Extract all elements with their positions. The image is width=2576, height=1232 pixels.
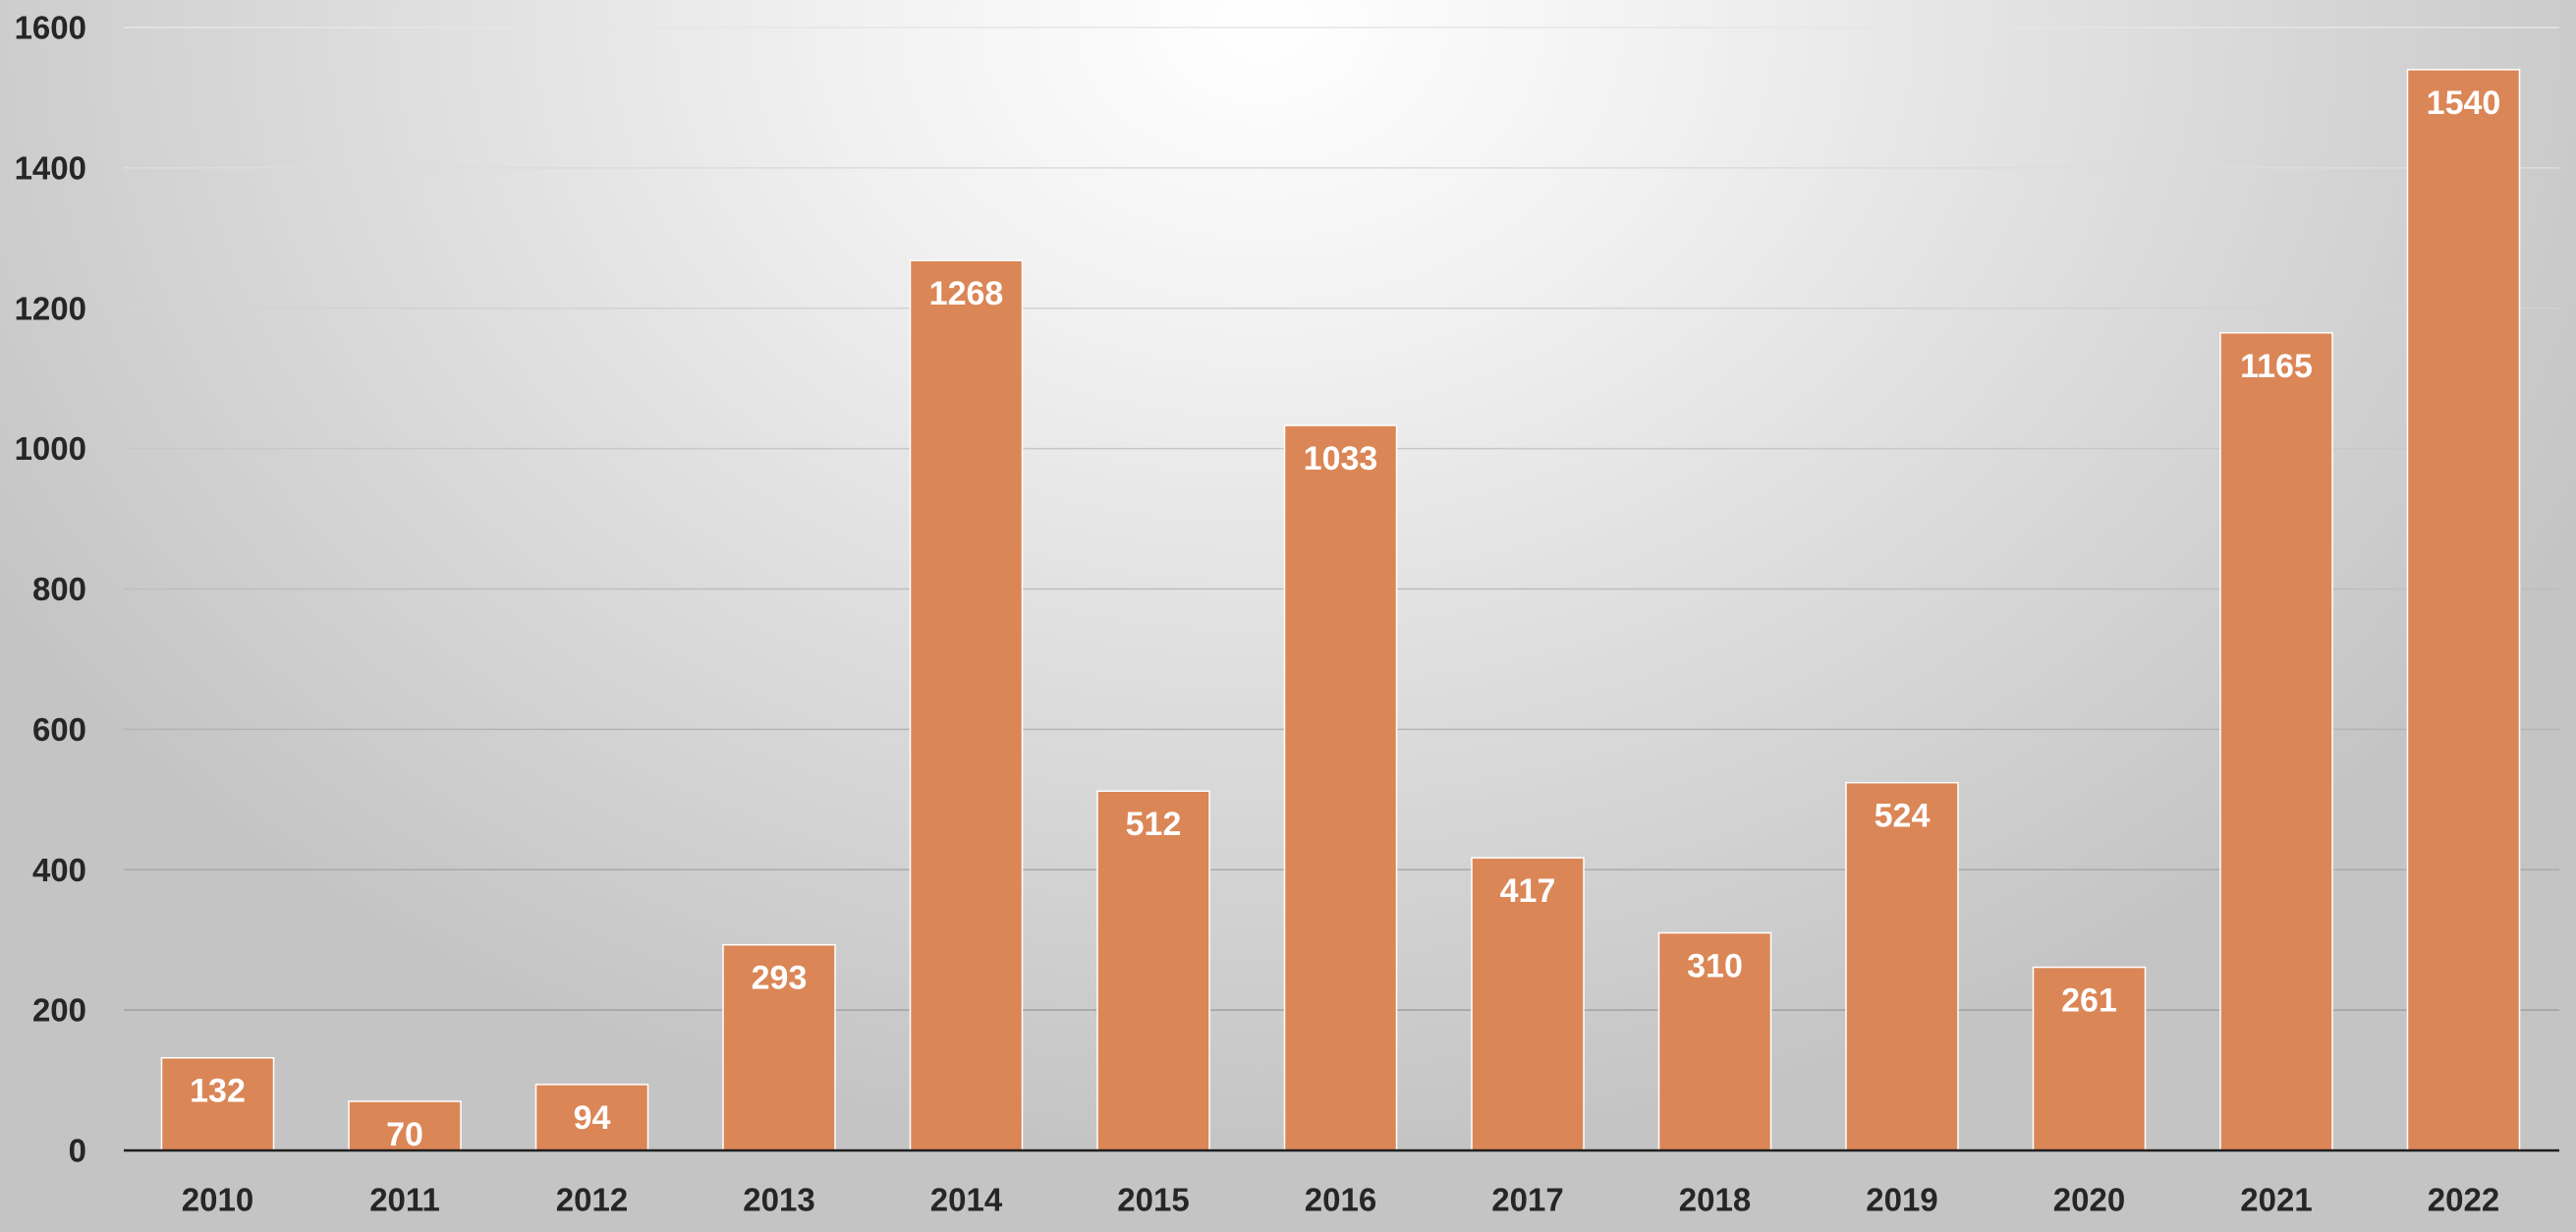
y-tick-label: 1000 bbox=[15, 430, 86, 467]
y-axis-tick-labels: 0 200 400 600 800 1000 1200 1400 1600 bbox=[15, 10, 86, 1169]
data-label: 1268 bbox=[929, 275, 1004, 312]
y-tick-label: 1400 bbox=[15, 149, 86, 186]
x-tick-label: 2022 bbox=[2428, 1182, 2499, 1218]
bar bbox=[2406, 69, 2521, 1151]
x-tick-label: 2015 bbox=[1117, 1182, 1189, 1218]
x-tick-label: 2017 bbox=[1491, 1182, 1563, 1218]
bar bbox=[160, 1056, 275, 1151]
bar bbox=[534, 1084, 649, 1151]
x-tick-label: 2010 bbox=[182, 1182, 253, 1218]
x-axis-tick-labels: 2010 2011 2012 2013 2014 2015 2016 2017 2018 2019… bbox=[182, 1182, 2499, 1218]
data-label: 524 bbox=[1875, 798, 1931, 835]
bar bbox=[722, 943, 836, 1151]
data-label: 512 bbox=[1126, 806, 1182, 843]
x-tick-label: 2021 bbox=[2240, 1182, 2312, 1218]
y-tick-label: 1200 bbox=[15, 290, 86, 326]
data-labels: 132 70 94 293 1268 512 1033 417 310 524 261 1165 154… bbox=[190, 84, 2500, 1153]
x-tick-label: 2018 bbox=[1679, 1182, 1751, 1218]
bar bbox=[1471, 857, 1585, 1151]
y-tick-label: 0 bbox=[69, 1133, 86, 1169]
bar bbox=[2032, 966, 2147, 1151]
y-tick-label: 1600 bbox=[15, 10, 86, 46]
x-tick-label: 2019 bbox=[1866, 1182, 1937, 1218]
bar bbox=[909, 259, 1024, 1151]
y-tick-label: 200 bbox=[32, 992, 86, 1029]
x-tick-label: 2014 bbox=[930, 1182, 1003, 1218]
x-tick-label: 2013 bbox=[743, 1182, 814, 1218]
x-tick-label: 2016 bbox=[1305, 1182, 1376, 1218]
data-label: 1540 bbox=[2427, 84, 2501, 122]
data-label: 261 bbox=[2061, 982, 2117, 1020]
data-label: 293 bbox=[752, 960, 808, 997]
y-tick-label: 600 bbox=[32, 711, 86, 748]
bar bbox=[1657, 931, 1772, 1151]
bar bbox=[2219, 332, 2333, 1151]
data-label: 94 bbox=[574, 1099, 611, 1137]
y-tick-label: 400 bbox=[32, 852, 86, 888]
data-label: 1033 bbox=[1304, 440, 1378, 477]
bar bbox=[1283, 424, 1398, 1151]
data-label: 310 bbox=[1687, 948, 1743, 985]
x-tick-label: 2020 bbox=[2053, 1182, 2125, 1218]
x-tick-label: 2011 bbox=[369, 1182, 440, 1218]
bar bbox=[1845, 781, 1959, 1151]
data-label: 417 bbox=[1500, 872, 1556, 910]
bars bbox=[160, 69, 2521, 1151]
x-tick-label: 2012 bbox=[556, 1182, 628, 1218]
y-tick-label: 800 bbox=[32, 571, 86, 607]
data-label: 1165 bbox=[2240, 348, 2313, 385]
data-label: 70 bbox=[386, 1116, 423, 1153]
bar bbox=[1096, 790, 1210, 1151]
data-label: 132 bbox=[190, 1073, 246, 1110]
